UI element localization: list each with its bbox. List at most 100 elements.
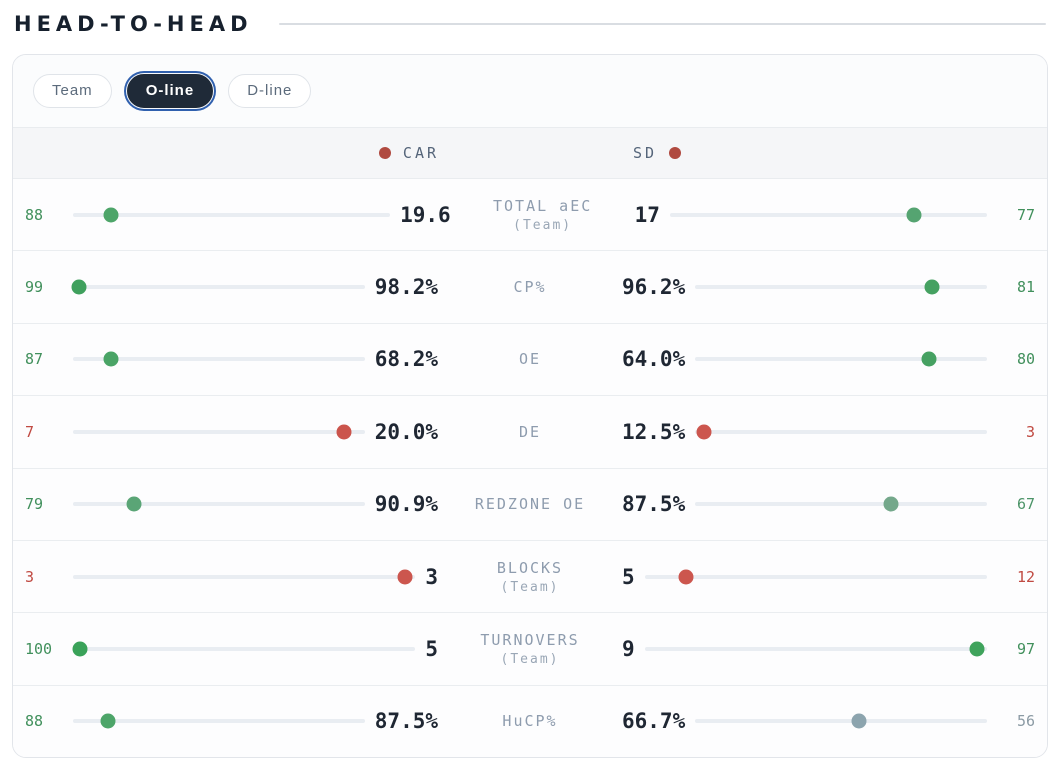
right-percentile-track	[669, 207, 987, 223]
team-left-dot-icon	[378, 147, 391, 159]
left-marker-dot	[103, 351, 119, 367]
left-value: 90.9%	[374, 492, 438, 517]
stat-sublabel: (Team)	[513, 217, 573, 233]
stat-row: 100 5 TURNOVERS (Team) 9 97	[13, 613, 1047, 686]
left-marker-dot	[397, 569, 413, 585]
left-percentile-track	[73, 569, 416, 585]
right-percentile: 97	[1016, 639, 1035, 658]
left-percentile: 87	[25, 350, 44, 369]
stat-label: DE	[518, 422, 542, 441]
stat-label-block: CP%	[446, 278, 614, 296]
left-marker-dot	[103, 207, 119, 223]
left-value: 87.5%	[374, 709, 438, 734]
team-left: CAR	[369, 144, 451, 162]
left-percentile: 88	[25, 205, 44, 224]
stat-row: 88 87.5% HuCP% 66.7% 56	[13, 686, 1047, 757]
right-marker-dot	[921, 351, 937, 367]
right-percentile-track	[695, 351, 987, 367]
right-percentile-track	[695, 713, 987, 729]
right-percentile-track	[644, 641, 987, 657]
stat-label-block: TURNOVERS (Team)	[446, 631, 614, 667]
stat-label-block: OE	[446, 350, 614, 368]
stat-label: TOTAL aEC	[493, 196, 593, 215]
head-to-head-card: Team O-line D-line CAR SD 88 19.6 TOTAL aE…	[12, 54, 1048, 758]
tab-d-line[interactable]: D-line	[228, 74, 312, 108]
left-marker-dot	[100, 713, 116, 729]
right-percentile: 12	[1016, 567, 1035, 586]
spacer	[73, 145, 359, 161]
left-value: 20.0%	[374, 419, 438, 444]
stat-label: TURNOVERS	[480, 630, 580, 649]
left-value: 19.6	[400, 202, 451, 227]
left-value: 98.2%	[374, 275, 438, 300]
left-marker-dot	[71, 279, 87, 295]
tab-team[interactable]: Team	[33, 74, 112, 108]
right-marker-dot	[696, 424, 712, 440]
left-percentile: 3	[25, 567, 35, 586]
right-marker-dot	[678, 569, 694, 585]
left-percentile-track	[72, 641, 416, 657]
stat-label: BLOCKS	[496, 558, 564, 577]
right-marker-dot	[924, 279, 940, 295]
right-percentile-track	[695, 279, 987, 295]
stat-row: 3 3 BLOCKS (Team) 5 12	[13, 541, 1047, 614]
stat-sublabel: (Team)	[500, 651, 560, 667]
right-percentile: 67	[1016, 495, 1035, 514]
stat-row: 88 19.6 TOTAL aEC (Team) 17 77	[13, 179, 1047, 252]
right-marker-dot	[906, 207, 922, 223]
team-right-name: SD	[633, 144, 658, 162]
left-marker-dot	[126, 496, 142, 512]
left-percentile: 100	[25, 639, 53, 658]
left-percentile: 88	[25, 712, 44, 731]
right-marker-dot	[969, 641, 985, 657]
stat-label-block: BLOCKS (Team)	[446, 559, 614, 595]
stat-label: CP%	[513, 278, 547, 297]
team-header-band: CAR SD	[13, 127, 1047, 179]
title-divider	[278, 23, 1046, 25]
right-percentile: 80	[1016, 350, 1035, 369]
spacer	[701, 145, 987, 161]
right-value: 96.2%	[622, 275, 686, 300]
stat-rows: 88 19.6 TOTAL aEC (Team) 17 77 99 98.2% …	[13, 179, 1047, 757]
right-value: 12.5%	[622, 419, 686, 444]
stat-label-block: HuCP%	[446, 712, 614, 730]
left-value: 3	[425, 564, 438, 589]
right-value: 64.0%	[622, 347, 686, 372]
stat-label: HuCP%	[502, 712, 558, 731]
stat-row: 7 20.0% DE 12.5% 3	[13, 396, 1047, 469]
right-marker-dot	[851, 713, 867, 729]
right-marker-dot	[883, 496, 899, 512]
left-percentile: 99	[25, 278, 44, 297]
right-value: 17	[634, 202, 660, 227]
left-percentile-track	[73, 351, 365, 367]
stat-label: OE	[518, 350, 542, 369]
stat-label-block: DE	[446, 423, 614, 441]
right-value: 9	[622, 636, 635, 661]
left-percentile-track	[73, 424, 365, 440]
team-left-name: CAR	[402, 144, 440, 162]
left-value: 5	[425, 636, 438, 661]
right-value: 87.5%	[622, 492, 686, 517]
stat-label-block: REDZONE OE	[446, 495, 614, 513]
right-percentile: 56	[1016, 712, 1035, 731]
right-percentile-track	[695, 496, 987, 512]
tab-bar: Team O-line D-line	[13, 55, 1047, 127]
left-percentile-track	[71, 279, 365, 295]
left-marker-dot	[72, 641, 88, 657]
team-right: SD	[619, 144, 691, 162]
right-value: 66.7%	[622, 709, 686, 734]
team-right-dot-icon	[669, 147, 682, 159]
stat-label: REDZONE OE	[474, 495, 586, 514]
tab-o-line[interactable]: O-line	[126, 74, 214, 108]
page-header: HEAD-TO-HEAD	[0, 0, 1060, 36]
left-percentile: 79	[25, 495, 44, 514]
stat-label-block: TOTAL aEC (Team)	[459, 197, 627, 233]
left-percentile: 7	[25, 422, 35, 441]
right-percentile: 3	[1025, 422, 1035, 441]
right-percentile-track	[644, 569, 987, 585]
left-percentile-track	[73, 496, 365, 512]
right-percentile: 81	[1016, 278, 1035, 297]
right-percentile-track	[695, 424, 987, 440]
page-title: HEAD-TO-HEAD	[14, 12, 253, 36]
left-percentile-track	[73, 713, 365, 729]
